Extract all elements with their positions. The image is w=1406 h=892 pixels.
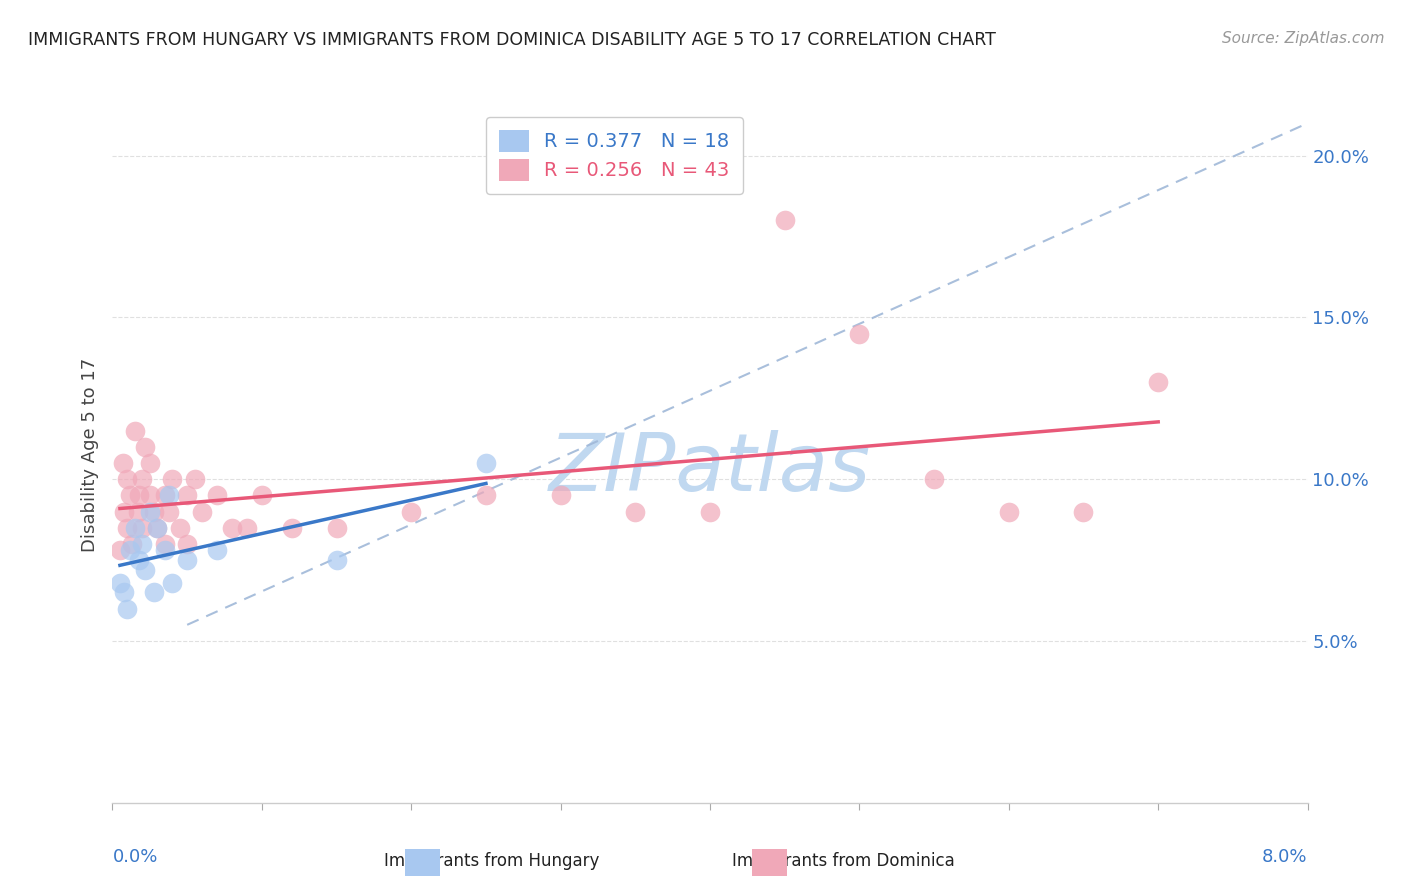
Point [120, 543, 142, 558]
Point [325, 521, 347, 535]
Point [143, 585, 166, 599]
Point [176, 553, 198, 567]
Point [114, 585, 135, 599]
Text: ZIPatlas: ZIPatlas [548, 430, 872, 508]
Point [124, 424, 146, 438]
Point [624, 504, 647, 518]
Point [108, 575, 131, 590]
Point [139, 488, 162, 502]
Point [250, 488, 273, 502]
Point [281, 521, 304, 535]
Point [153, 543, 176, 558]
Point [146, 521, 169, 535]
Point [153, 488, 176, 502]
Point [153, 537, 176, 551]
Point [139, 504, 162, 518]
Point [221, 521, 243, 535]
Text: 8.0%: 8.0% [1263, 848, 1308, 866]
Text: Immigrants from Hungary: Immigrants from Hungary [384, 852, 600, 870]
Point [127, 504, 149, 518]
Point [131, 537, 153, 551]
Point [205, 488, 228, 502]
Y-axis label: Disability Age 5 to 17: Disability Age 5 to 17 [80, 358, 98, 552]
Legend: R = 0.377   N = 18, R = 0.256   N = 43: R = 0.377 N = 18, R = 0.256 N = 43 [486, 117, 742, 194]
Text: Immigrants from Dominica: Immigrants from Dominica [733, 852, 955, 870]
Point [1147, 375, 1170, 389]
Point [114, 504, 135, 518]
Point [183, 472, 205, 486]
Point [157, 504, 180, 518]
Point [401, 504, 423, 518]
Point [121, 537, 143, 551]
Point [1073, 504, 1095, 518]
Point [111, 456, 134, 470]
Point [128, 488, 150, 502]
FancyBboxPatch shape [405, 849, 440, 876]
Point [117, 472, 139, 486]
Point [773, 213, 796, 227]
Point [143, 504, 166, 518]
Point [169, 521, 191, 535]
Point [146, 521, 169, 535]
Point [699, 504, 721, 518]
Point [205, 543, 228, 558]
Point [117, 521, 139, 535]
Point [134, 440, 156, 454]
Point [162, 575, 183, 590]
Point [550, 488, 572, 502]
Point [325, 553, 347, 567]
Point [134, 563, 156, 577]
Point [162, 472, 183, 486]
Point [236, 521, 259, 535]
Text: Source: ZipAtlas.com: Source: ZipAtlas.com [1222, 31, 1385, 46]
Point [998, 504, 1021, 518]
Point [176, 488, 198, 502]
Point [131, 521, 153, 535]
Point [120, 488, 142, 502]
Text: 0.0%: 0.0% [112, 848, 157, 866]
Point [191, 504, 214, 518]
Point [131, 472, 153, 486]
Point [117, 601, 139, 615]
Point [848, 326, 870, 341]
Point [922, 472, 945, 486]
Point [108, 543, 131, 558]
Point [128, 553, 150, 567]
Point [157, 488, 180, 502]
Point [124, 521, 146, 535]
Point [475, 456, 498, 470]
Text: IMMIGRANTS FROM HUNGARY VS IMMIGRANTS FROM DOMINICA DISABILITY AGE 5 TO 17 CORRE: IMMIGRANTS FROM HUNGARY VS IMMIGRANTS FR… [28, 31, 995, 49]
Point [139, 456, 162, 470]
Point [475, 488, 498, 502]
FancyBboxPatch shape [752, 849, 787, 876]
Point [176, 537, 198, 551]
